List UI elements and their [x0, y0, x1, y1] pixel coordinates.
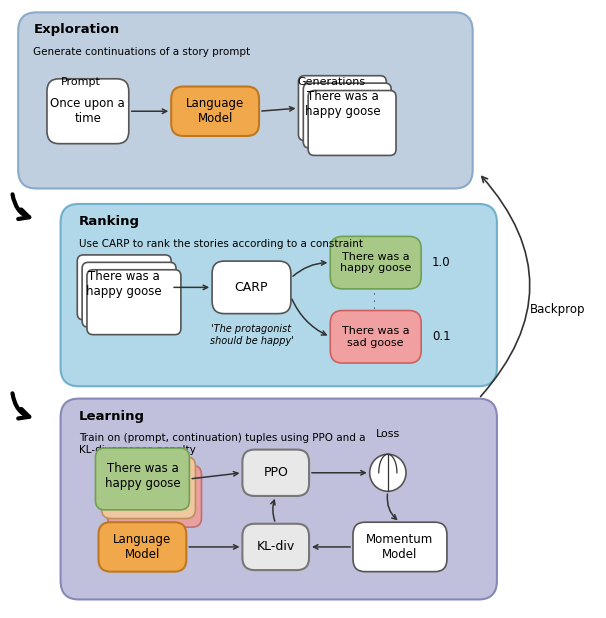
Text: There was a
happy goose: There was a happy goose: [340, 252, 411, 273]
FancyBboxPatch shape: [18, 12, 473, 188]
Text: Use CARP to rank the stories according to a constraint: Use CARP to rank the stories according t…: [79, 239, 363, 248]
FancyBboxPatch shape: [212, 261, 291, 313]
FancyBboxPatch shape: [353, 522, 447, 572]
Text: KL-div: KL-div: [256, 540, 295, 554]
FancyBboxPatch shape: [98, 522, 187, 572]
FancyBboxPatch shape: [61, 204, 497, 386]
Text: Backprop: Backprop: [530, 302, 585, 316]
FancyBboxPatch shape: [61, 399, 497, 599]
Text: Train on (prompt, continuation) tuples using PPO and a
KL-divergence penalty: Train on (prompt, continuation) tuples u…: [79, 433, 365, 455]
FancyBboxPatch shape: [78, 255, 171, 320]
Text: Generate continuations of a story prompt: Generate continuations of a story prompt: [33, 47, 250, 57]
Text: Exploration: Exploration: [33, 23, 119, 36]
Text: There was a
happy goose: There was a happy goose: [87, 269, 162, 298]
FancyBboxPatch shape: [330, 310, 421, 363]
FancyBboxPatch shape: [101, 457, 195, 519]
FancyBboxPatch shape: [330, 237, 421, 289]
Text: 0.1: 0.1: [432, 330, 451, 344]
FancyBboxPatch shape: [107, 465, 201, 527]
FancyBboxPatch shape: [303, 83, 391, 148]
Text: Language
Model: Language Model: [186, 97, 244, 125]
FancyBboxPatch shape: [242, 450, 309, 496]
Text: Learning: Learning: [79, 410, 145, 423]
Text: 1.0: 1.0: [432, 256, 451, 269]
Text: Loss: Loss: [376, 429, 400, 439]
Text: There was a
happy goose: There was a happy goose: [105, 462, 180, 490]
Text: There was a
happy goose: There was a happy goose: [305, 90, 380, 119]
FancyBboxPatch shape: [87, 269, 181, 335]
Text: Ranking: Ranking: [79, 215, 140, 228]
FancyBboxPatch shape: [47, 79, 129, 143]
FancyBboxPatch shape: [82, 262, 176, 328]
Text: There was a
sad goose: There was a sad goose: [342, 326, 410, 347]
Text: Once upon a
time: Once upon a time: [50, 97, 125, 125]
Text: · · ·: · · ·: [371, 291, 381, 308]
Text: Momentum
Model: Momentum Model: [367, 533, 433, 561]
Text: Generations: Generations: [297, 77, 365, 87]
FancyArrowPatch shape: [387, 494, 396, 519]
FancyBboxPatch shape: [298, 76, 387, 141]
Text: PPO: PPO: [263, 466, 288, 480]
FancyBboxPatch shape: [171, 87, 259, 136]
FancyBboxPatch shape: [308, 90, 396, 155]
FancyArrowPatch shape: [481, 177, 530, 397]
Text: CARP: CARP: [235, 281, 268, 294]
Text: Prompt: Prompt: [61, 77, 101, 87]
Circle shape: [370, 454, 406, 491]
FancyBboxPatch shape: [95, 448, 189, 510]
FancyBboxPatch shape: [242, 523, 309, 570]
Text: 'The protagonist
should be happy': 'The protagonist should be happy': [210, 324, 293, 346]
Text: Language
Model: Language Model: [113, 533, 171, 561]
